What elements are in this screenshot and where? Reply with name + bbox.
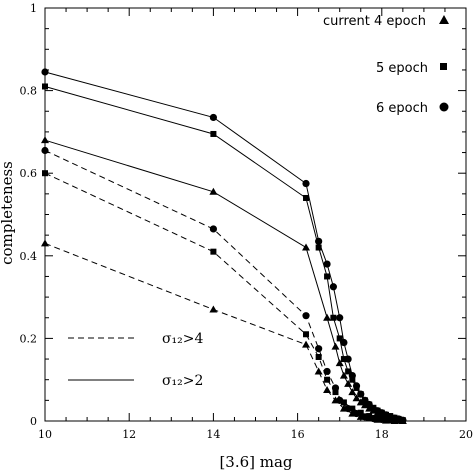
x-axis-title: [3.6] mag [219,453,292,470]
data-point-triangle [323,386,332,394]
data-point-square [315,353,322,360]
data-point-circle [336,396,344,404]
data-point-triangle [352,394,361,402]
legend-label-4-epoch: current 4 epoch [323,14,426,29]
legend-label-sigma-2: σ₁₂>2 [162,373,203,389]
y-axis-title: completeness [0,161,16,265]
data-point-circle [329,283,337,291]
x-tick-label: 14 [206,428,220,441]
data-point-triangle [209,305,218,313]
series-6-epoch-sigma-2 [41,68,407,424]
data-point-square [303,194,310,201]
y-tick-label: 1 [30,2,37,15]
data-point-triangle [348,388,357,396]
legend-label-6-epoch: 6 epoch [376,101,428,116]
data-point-circle [352,382,361,390]
data-point-square [332,389,339,396]
x-tick-label: 20 [459,428,473,441]
legend-label-sigma-4: σ₁₂>4 [162,331,204,347]
data-point-circle [323,367,331,376]
series-line [44,172,395,421]
epoch-legend: current 4 epoch 5 epoch 6 epoch [323,14,449,116]
series-layer [41,68,407,424]
data-point-circle [41,146,49,155]
series-line [44,139,403,422]
data-point-circle [348,371,356,380]
series-6-epoch-sigma-4 [41,146,403,424]
data-point-circle [395,416,403,424]
x-tick-label: 10 [38,428,52,441]
data-point-triangle [302,340,311,348]
data-point-square [324,376,331,383]
data-point-circle [41,68,49,76]
data-point-square [303,331,310,338]
data-point-triangle [356,398,365,406]
data-point-circle [302,179,310,188]
data-point-square [357,409,364,416]
data-point-square [366,413,373,420]
line-style-legend: σ₁₂>4 σ₁₂>2 [68,331,204,389]
data-point-triangle [41,239,49,247]
data-point-triangle [314,367,323,375]
legend-label-5-epoch: 5 epoch [376,61,428,76]
data-point-square [42,83,48,90]
data-point-square [349,376,356,383]
x-tick-label: 16 [291,428,305,441]
circle-marker-icon [439,102,449,112]
data-point-square [324,273,331,280]
data-point-triangle [41,136,49,144]
x-tick-label: 12 [122,428,136,441]
series-5-epoch-sigma-4 [42,170,398,424]
y-tick-label: 0.8 [20,85,38,98]
data-point-circle [361,413,369,421]
data-point-circle [344,355,352,363]
y-tick-label: 0.6 [20,167,38,180]
data-point-circle [209,225,217,233]
data-point-circle [315,345,323,353]
data-point-circle [315,237,323,245]
y-tick-label: 0.2 [20,332,38,345]
x-tick-label: 18 [375,428,389,441]
data-point-circle [352,409,361,418]
axes: 10 12 14 16 18 20 0 0.2 0.4 0.6 0.8 1 [20,2,474,441]
data-point-triangle [335,359,344,367]
data-point-circle [323,260,331,268]
data-point-circle [369,414,377,423]
data-point-circle [378,415,386,423]
data-point-circle [302,312,310,320]
data-point-triangle [344,379,353,387]
y-tick-label: 0 [30,415,37,428]
data-point-circle [386,416,394,424]
data-point-triangle [331,342,340,350]
data-point-square [330,314,337,321]
data-point-square [340,399,347,406]
data-point-square [210,248,217,255]
data-point-triangle [209,187,218,195]
data-point-square [340,356,347,363]
data-point-circle [344,405,352,413]
data-point-circle [336,314,344,322]
data-point-square [349,405,356,412]
data-point-triangle [339,371,348,379]
square-marker-icon [440,63,447,70]
data-point-circle [357,390,365,398]
series-line [44,71,403,421]
data-point-square [315,244,322,251]
data-point-triangle [323,313,332,321]
triangle-marker-icon [439,15,449,24]
data-point-square [336,335,343,342]
data-point-square [210,130,217,137]
data-point-circle [331,384,340,392]
data-point-circle [209,113,217,122]
data-point-square [42,170,48,177]
y-tick-label: 0.4 [20,250,38,263]
data-point-circle [340,338,348,347]
series-4-epoch-sigma-4 [41,239,399,424]
data-point-triangle [302,243,311,251]
data-point-square [374,414,381,421]
data-point-square [345,368,352,375]
